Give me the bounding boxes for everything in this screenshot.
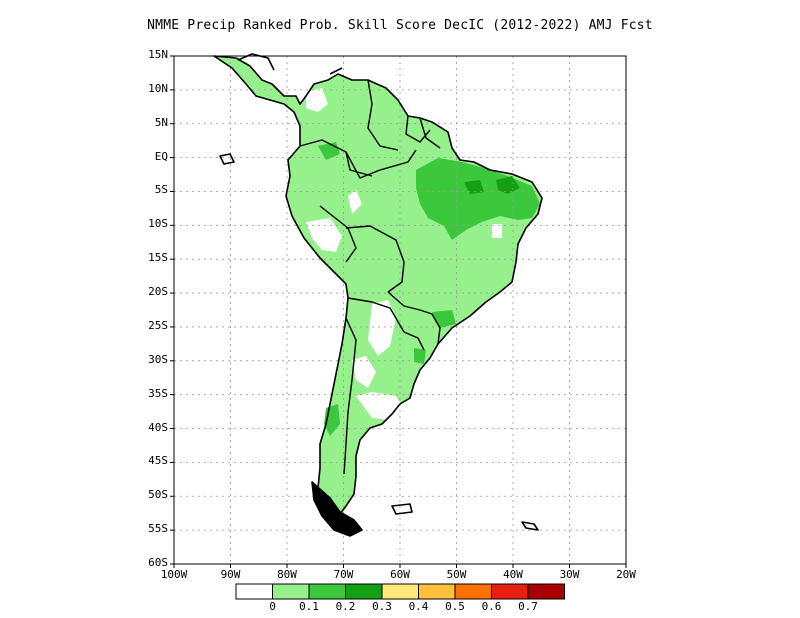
lat-tick-label: 35S	[148, 386, 168, 400]
lon-tick-label: 90W	[220, 568, 241, 581]
colorbar-swatch	[381, 583, 419, 600]
colorbar-swatch	[345, 583, 383, 600]
lat-tick-label: 40S	[148, 420, 168, 434]
lat-tick-label: 5N	[154, 115, 168, 129]
lat-tick-label: 20S	[148, 285, 168, 299]
tierra-del-fuego-coastline	[311, 481, 363, 537]
lat-tick-label: 45S	[148, 454, 168, 468]
lon-tick-label: 40W	[503, 568, 523, 581]
colorbar-tick-label: 0.1	[299, 600, 319, 613]
coastline-layer	[213, 53, 543, 537]
lat-tick-label: 25S	[148, 318, 168, 332]
skill-region-dark-green	[464, 180, 484, 194]
skill-region-white	[352, 356, 376, 388]
lat-tick-label: 10S	[148, 217, 168, 231]
colorbar-tick-label: 0	[269, 600, 276, 613]
country-borders	[299, 79, 441, 475]
lon-tick-label: 60W	[390, 568, 410, 581]
lat-tick-label: 55S	[148, 522, 168, 536]
colorbar-swatch	[308, 583, 346, 600]
colorbar-tick-label: 0.7	[518, 600, 538, 613]
colorbar	[235, 583, 565, 600]
lat-tick-label: EQ	[154, 149, 168, 163]
colorbar-swatch	[491, 583, 529, 600]
colorbar-swatch	[454, 583, 492, 600]
colorbar-tick-label: 0.3	[372, 600, 392, 613]
skill-fill-layer	[214, 56, 542, 518]
lat-tick-label: 15N	[148, 48, 168, 61]
galapagos-coastline	[219, 153, 235, 165]
falklands-coastline	[391, 503, 413, 515]
lat-tick-label: 10N	[148, 81, 168, 95]
south-georgia-coastline	[521, 521, 539, 531]
skill-region-white	[306, 88, 328, 112]
lon-tick-label: 100W	[160, 568, 188, 581]
colorbar-tick-label: 0.4	[408, 600, 429, 613]
lat-tick-label: 15S	[148, 251, 168, 265]
skill-region-white	[492, 224, 502, 238]
axis-ticks	[170, 55, 627, 568]
lat-tick-label: 30S	[148, 352, 168, 366]
map-title: NMME Precip Ranked Prob. Skill Score Dec…	[147, 18, 653, 33]
south-america-coastline	[213, 55, 543, 519]
lon-tick-label: 70W	[333, 568, 354, 581]
colorbar-tick-label: 0.6	[481, 600, 502, 613]
lon-tick-label: 80W	[277, 568, 297, 581]
lat-tick-label: 5S	[154, 183, 168, 197]
colorbar-tick-label: 0.5	[445, 600, 465, 613]
colorbar-swatch	[235, 583, 273, 600]
colorbar-swatch	[527, 583, 565, 600]
graticule	[174, 56, 626, 564]
skill-region-medium-green	[414, 348, 426, 364]
colorbar-swatch	[418, 583, 456, 600]
skill-region-light-green	[214, 56, 542, 518]
lon-tick-label: 50W	[446, 568, 467, 581]
skill-region-white	[306, 218, 342, 252]
lat-tick-label: 60S	[148, 556, 168, 569]
lat-tick-label: 50S	[148, 488, 168, 502]
lon-tick-label: 30W	[559, 568, 580, 581]
colorbar-tick-label: 0.2	[335, 600, 356, 613]
colorbar-swatch	[272, 583, 310, 600]
lon-tick-label: 20W	[616, 568, 636, 581]
skill-region-dark-green	[496, 176, 520, 194]
caribbean-coastline	[329, 67, 343, 75]
skill-region-white	[348, 190, 362, 214]
skill-region-white	[368, 300, 396, 356]
